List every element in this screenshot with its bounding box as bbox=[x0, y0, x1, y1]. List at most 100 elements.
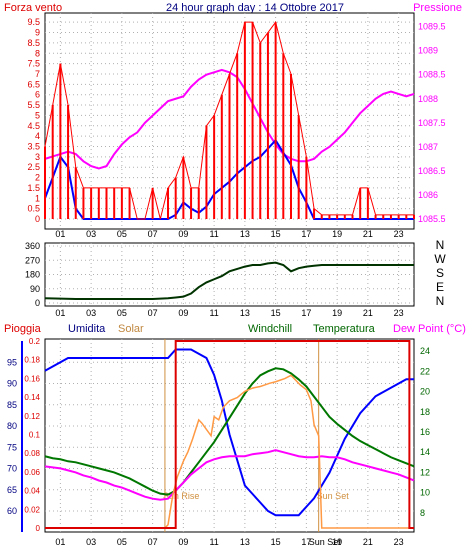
wind-tick-label: 6.5 bbox=[27, 79, 40, 89]
direction-tick-label: 360 bbox=[25, 241, 40, 251]
direction-tick-label: 90 bbox=[30, 284, 40, 294]
temperature-tick-label: 10 bbox=[420, 488, 430, 498]
x-tick-label: 17 bbox=[301, 229, 311, 239]
wind-tick-label: 9 bbox=[35, 28, 40, 38]
solar-line bbox=[45, 374, 414, 529]
legend-temperature: Temperatura bbox=[313, 323, 376, 335]
x-tick-label: 13 bbox=[240, 537, 250, 547]
x-tick-label: 03 bbox=[86, 308, 96, 318]
temperature-line bbox=[44, 367, 415, 496]
x-tick-label: 09 bbox=[178, 229, 188, 239]
temperature-tick-label: 18 bbox=[420, 407, 430, 417]
x-tick-label: 03 bbox=[86, 229, 96, 239]
wind-tick-label: 2.5 bbox=[27, 162, 40, 172]
x-tick-label: 09 bbox=[178, 308, 188, 318]
pressure-tick-label: 1085.5 bbox=[418, 214, 446, 224]
x-tick-label: 07 bbox=[148, 537, 158, 547]
humidity-tick-label: 80 bbox=[7, 421, 17, 431]
humidity-tick-label: 85 bbox=[7, 400, 17, 410]
dewpoint-line bbox=[44, 449, 415, 501]
rain-tick-label: 0.12 bbox=[24, 412, 40, 421]
x-tick-label: 01 bbox=[55, 229, 65, 239]
wind-tick-label: 1.5 bbox=[27, 183, 40, 193]
pressure-line bbox=[44, 68, 415, 170]
temperature-tick-label: 20 bbox=[420, 387, 430, 397]
x-tick-label: 19 bbox=[332, 308, 342, 318]
rain-tick-label: 0.18 bbox=[24, 356, 40, 365]
x-tick-label: 21 bbox=[363, 229, 373, 239]
humidity-tick-label: 65 bbox=[7, 485, 17, 495]
rain-tick-label: 0.04 bbox=[24, 487, 40, 496]
x-tick-label: 07 bbox=[148, 229, 158, 239]
x-tick-label: 11 bbox=[209, 308, 218, 318]
sunrise-label: Sun Rise bbox=[163, 491, 200, 501]
humidity-tick-label: 90 bbox=[7, 379, 17, 389]
wind-tick-label: 6 bbox=[35, 90, 40, 100]
pressure-tick-label: 1089 bbox=[418, 46, 438, 56]
x-tick-label: 13 bbox=[240, 229, 250, 239]
legend-dewpoint: Dew Point (°C) bbox=[393, 323, 466, 335]
wind-tick-label: 5 bbox=[35, 110, 40, 120]
temperature-tick-label: 8 bbox=[420, 508, 425, 518]
compass-label: E bbox=[436, 280, 444, 294]
x-tick-label: Sun Set bbox=[309, 537, 342, 547]
wind-tick-label: 3 bbox=[35, 152, 40, 162]
wind-tick-label: 0.5 bbox=[27, 204, 40, 214]
humidity-tick-label: 75 bbox=[7, 442, 17, 452]
temperature-tick-label: 14 bbox=[420, 447, 430, 457]
rain-tick-label: 0.02 bbox=[24, 505, 40, 514]
x-tick-label: 01 bbox=[55, 308, 65, 318]
x-tick-label: 15 bbox=[271, 229, 281, 239]
x-tick-label: 17 bbox=[301, 308, 311, 318]
sunset-label: Sun Set bbox=[317, 491, 350, 501]
pressure-tick-label: 1087 bbox=[418, 142, 438, 152]
x-tick-label: 07 bbox=[148, 308, 158, 318]
direction-tick-label: 0 bbox=[35, 298, 40, 308]
pressure-tick-label: 1089.5 bbox=[418, 22, 446, 32]
rain-tick-label: 0.14 bbox=[24, 393, 40, 402]
wind-tick-label: 2 bbox=[35, 173, 40, 183]
x-tick-label: 03 bbox=[86, 537, 96, 547]
wind-tick-label: 4 bbox=[35, 131, 40, 141]
wind-tick-label: 7 bbox=[35, 69, 40, 79]
rain-line bbox=[45, 340, 414, 529]
humidity-tick-label: 70 bbox=[7, 464, 17, 474]
wind-tick-label: 8 bbox=[35, 48, 40, 58]
x-tick-label: 21 bbox=[363, 308, 373, 318]
x-tick-label: 15 bbox=[271, 308, 281, 318]
x-tick-label: 23 bbox=[394, 537, 404, 547]
x-tick-label: 13 bbox=[240, 308, 250, 318]
compass-label: N bbox=[436, 294, 445, 308]
x-tick-label: 05 bbox=[117, 537, 127, 547]
legend-rain: Pioggia bbox=[4, 323, 42, 335]
wind-tick-label: 5.5 bbox=[27, 100, 40, 110]
pressure-tick-label: 1086.5 bbox=[418, 166, 446, 176]
legend-solar: Solar bbox=[118, 323, 144, 335]
x-tick-label: 19 bbox=[332, 537, 342, 547]
legend-humidity: Umidita bbox=[68, 323, 106, 335]
wind-tick-label: 9.5 bbox=[27, 17, 40, 27]
humidity-tick-label: 60 bbox=[7, 506, 17, 516]
wind-tick-label: 8.5 bbox=[27, 38, 40, 48]
wind-tick-label: 0 bbox=[35, 214, 40, 224]
wind-gust-line bbox=[44, 21, 414, 220]
temperature-tick-label: 12 bbox=[420, 467, 430, 477]
compass-label: S bbox=[436, 266, 444, 280]
rain-tick-label: 0.2 bbox=[29, 337, 41, 346]
x-tick-label: 05 bbox=[117, 229, 127, 239]
x-tick-label: 09 bbox=[178, 537, 188, 547]
x-tick-label: 05 bbox=[117, 308, 127, 318]
x-tick-label: 21 bbox=[363, 537, 373, 547]
rain-tick-label: 0 bbox=[36, 524, 41, 533]
pressure-tick-label: 1088 bbox=[418, 94, 438, 104]
pressure-tick-label: 1086 bbox=[418, 190, 438, 200]
x-tick-label: 19 bbox=[332, 229, 342, 239]
rain-tick-label: 0.06 bbox=[24, 468, 40, 477]
x-tick-label: 11 bbox=[209, 229, 218, 239]
wind-tick-label: 7.5 bbox=[27, 59, 40, 69]
temperature-tick-label: 24 bbox=[420, 346, 430, 356]
x-tick-label: 01 bbox=[55, 537, 65, 547]
x-tick-label: 17 bbox=[301, 537, 311, 547]
